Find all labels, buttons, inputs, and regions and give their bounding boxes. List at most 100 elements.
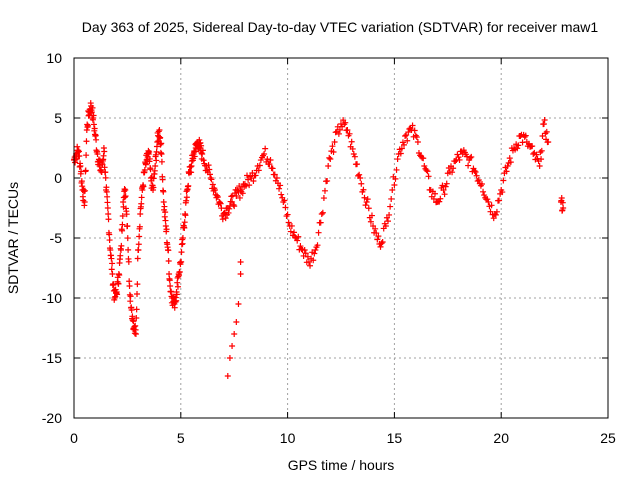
data-point [358,180,365,187]
data-point [539,133,546,140]
data-point [246,182,253,189]
data-point [174,283,181,290]
data-point [104,193,111,200]
data-point [105,216,112,223]
data-point [205,162,212,169]
data-point [160,188,167,195]
data-point [349,145,356,152]
data-point [134,281,141,288]
data-point [530,151,537,157]
data-point [440,187,447,193]
data-point [363,199,370,205]
data-point [123,211,130,218]
data-point [430,195,437,202]
data-point [515,142,522,149]
data-point [136,233,143,240]
data-point [107,247,114,253]
data-point [282,204,289,211]
data-point [115,280,122,287]
data-point [244,172,251,179]
data-point [108,255,115,262]
data-point [102,169,109,176]
data-point [94,151,101,157]
data-point [404,137,411,144]
data-point [146,149,153,156]
data-point [161,203,168,210]
data-point [181,224,188,231]
data-point [329,143,336,150]
data-point [199,147,206,154]
data-point [472,169,479,175]
data-point [106,237,113,244]
data-point [137,211,144,217]
data-point [335,130,342,137]
data-point [135,241,142,248]
data-point [211,187,218,193]
data-point [413,134,420,141]
data-points [71,100,567,379]
data-point [88,109,95,116]
data-point [342,119,349,126]
data-point [496,197,503,204]
y-tick-label: 0 [54,170,62,186]
data-point [155,128,162,135]
grid [74,58,608,418]
data-point [83,127,90,133]
x-tick-label: 0 [70,430,78,446]
data-point [307,262,314,269]
data-point [222,215,229,222]
data-point [294,237,301,244]
data-point [377,243,384,250]
data-point [455,154,462,161]
plot-border [73,57,609,419]
data-point [266,161,273,168]
data-point [117,252,124,259]
data-point [273,175,280,181]
data-point [304,253,311,260]
data-point [392,175,399,182]
data-point [431,190,438,197]
data-point [305,259,312,265]
data-point [233,193,240,199]
data-point [156,127,163,133]
data-point [507,159,514,166]
data-point [320,195,327,202]
data-point [231,331,238,337]
data-point [217,200,224,207]
data-point [166,277,173,284]
data-point [159,176,166,183]
data-point [379,239,386,246]
data-point [138,200,145,207]
data-point [277,182,284,189]
data-point [437,195,444,202]
data-point [271,171,278,178]
data-point [327,156,334,163]
data-point [182,212,189,219]
data-point [367,218,374,225]
data-point [133,306,140,313]
data-point [436,198,443,205]
data-point [536,163,543,169]
data-point [126,283,133,289]
data-point [350,151,357,157]
data-point [425,173,432,180]
data-point [134,291,141,298]
data-point [310,257,317,264]
y-tick-label: 5 [54,110,62,126]
data-point [82,187,89,194]
data-point [443,180,450,187]
data-point [122,193,129,200]
data-point [200,157,207,164]
data-point [176,268,183,275]
data-point [481,192,488,199]
data-point [325,163,332,169]
data-point [214,194,221,201]
data-point [118,242,125,249]
data-point [321,187,328,194]
data-point [468,153,475,160]
data-point [237,259,244,265]
data-point [77,163,84,169]
data-point [152,163,159,169]
data-point [493,208,500,215]
data-point [295,233,302,240]
